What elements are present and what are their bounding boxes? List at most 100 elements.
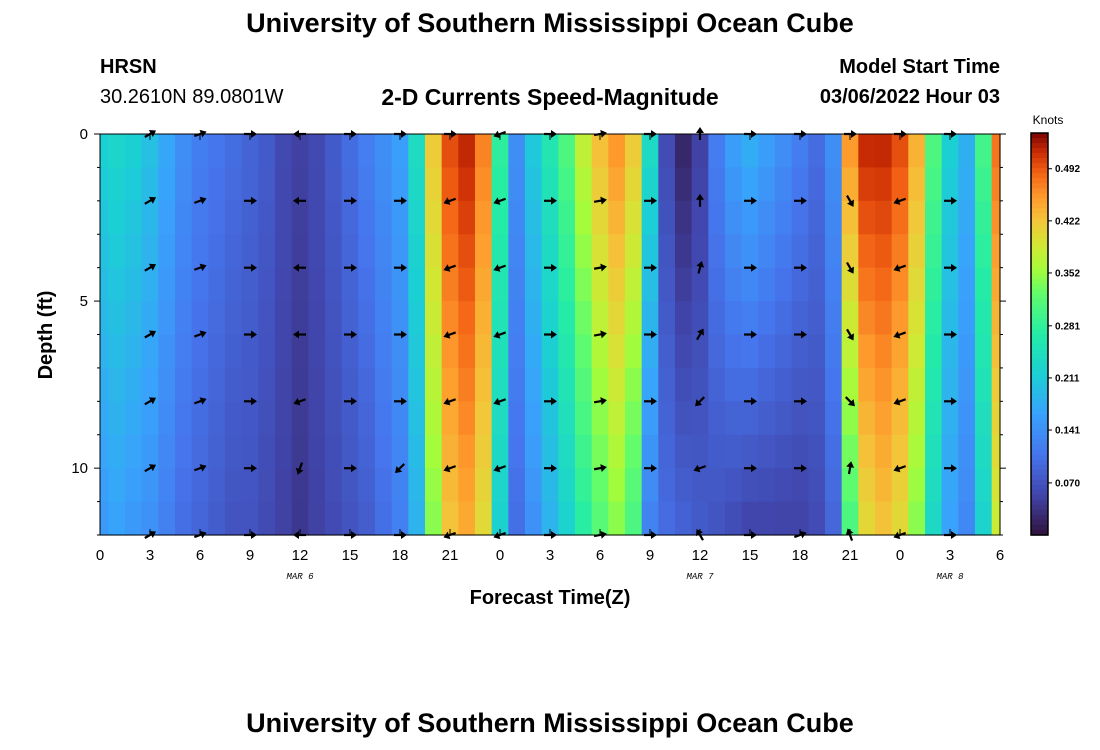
current-vector-arrow [293,397,307,406]
heatmap-cell [708,301,726,336]
heatmap-cell [691,501,709,536]
colorbar-segment [1031,138,1048,144]
heatmap-cell [558,434,576,469]
heatmap-cell [858,200,876,235]
heatmap-cell [275,167,293,202]
heatmap-cell [175,401,193,436]
colorbar-segment [1031,524,1048,531]
heatmap-cell [100,334,109,369]
heatmap-cell [575,134,593,169]
heatmap-cell [808,334,826,369]
heatmap-cell [608,367,626,402]
current-vector-arrow [893,264,907,272]
heatmap-cell [975,367,993,402]
heatmap-cell [758,367,776,402]
heatmap-cell [558,501,576,536]
heatmap-cell [325,468,343,503]
heatmap-cell [491,401,509,436]
colorbar-segment [1031,313,1048,320]
heatmap-cell [541,134,559,169]
heatmap-cell [125,134,143,169]
heatmap-cell [725,468,743,503]
heatmap-cell [891,234,909,269]
heatmap-cell [758,301,776,336]
heatmap-cell [391,234,409,269]
heatmap-cell [258,434,276,469]
heatmap-cell [475,234,493,269]
heatmap-cell [941,267,959,302]
heatmap-cell [458,167,476,202]
station-coordinates: 30.2610N 89.0801W [100,86,284,108]
heatmap-cell [841,501,859,536]
colorbar-segment [1031,389,1048,395]
heatmap-cell [241,134,259,169]
heatmap-cell [841,301,859,336]
heatmap-cell [625,334,643,369]
heatmap-cell [525,367,543,402]
heatmap-cell [541,301,559,336]
colorbar-segment [1031,258,1048,265]
heatmap-cell [925,267,943,302]
heatmap-cell [225,468,243,503]
heatmap-cell [841,401,859,436]
heatmap-cell [541,234,559,269]
heatmap-cell [191,134,209,169]
heatmap-cell [691,134,709,169]
heatmap-cell [591,501,609,536]
heatmap-cell [858,401,876,436]
heatmap-cell [708,468,726,503]
heatmap-cell [225,434,243,469]
current-vector-arrow [443,264,457,272]
heatmap-cell [625,468,643,503]
heatmap-cell [425,200,443,235]
heatmap-cell [491,301,509,336]
heatmap-cell [375,301,393,336]
heatmap-cell [158,334,176,369]
heatmap-cell [108,434,126,469]
heatmap-cell [358,468,376,503]
current-vector-arrow [944,196,957,205]
heatmap-cell [925,234,943,269]
current-vector-arrow [644,263,657,272]
heatmap-cell [825,334,843,369]
heatmap-cell [941,401,959,436]
heatmap-cell [125,200,143,235]
heatmap-cell [491,267,509,302]
heatmap-cell [125,367,143,402]
x-tick-label: 12 [692,547,709,564]
heatmap-cell [525,401,543,436]
heatmap-cell [858,134,876,169]
heatmap-cell [825,200,843,235]
heatmap-cell [491,434,509,469]
current-vector-arrow [144,330,157,339]
heatmap-cell [608,301,626,336]
colorbar-segment [1031,514,1048,521]
colorbar-segment [1031,374,1048,380]
current-vector-arrow [944,464,957,473]
colorbar-segment [1031,479,1048,486]
heatmap-cell [908,167,926,202]
heatmap-cell [791,134,809,169]
heatmap-cell [208,401,226,436]
colorbar-segment [1031,509,1048,516]
heatmap-cell [891,401,909,436]
heatmap-cell [858,434,876,469]
heatmap-cell [141,401,159,436]
heatmap-cell [825,234,843,269]
colorbar-segment [1031,474,1048,481]
heatmap-cell [625,401,643,436]
heatmap-cell [641,301,659,336]
x-tick-label: 21 [442,547,459,564]
heatmap-cell [741,501,759,536]
heatmap-cell [875,334,893,369]
colorbar-segment [1031,424,1048,431]
current-vector-arrow [394,330,407,339]
heatmap-cell [658,200,676,235]
heatmap-cell [741,301,759,336]
heatmap-cell [808,401,826,436]
colorbar-tick-label: 0.211 [1055,373,1080,384]
current-vector-arrow [794,196,807,205]
colorbar-segment [1031,364,1048,370]
heatmap-cell [275,234,293,269]
heatmap-cell [175,434,193,469]
